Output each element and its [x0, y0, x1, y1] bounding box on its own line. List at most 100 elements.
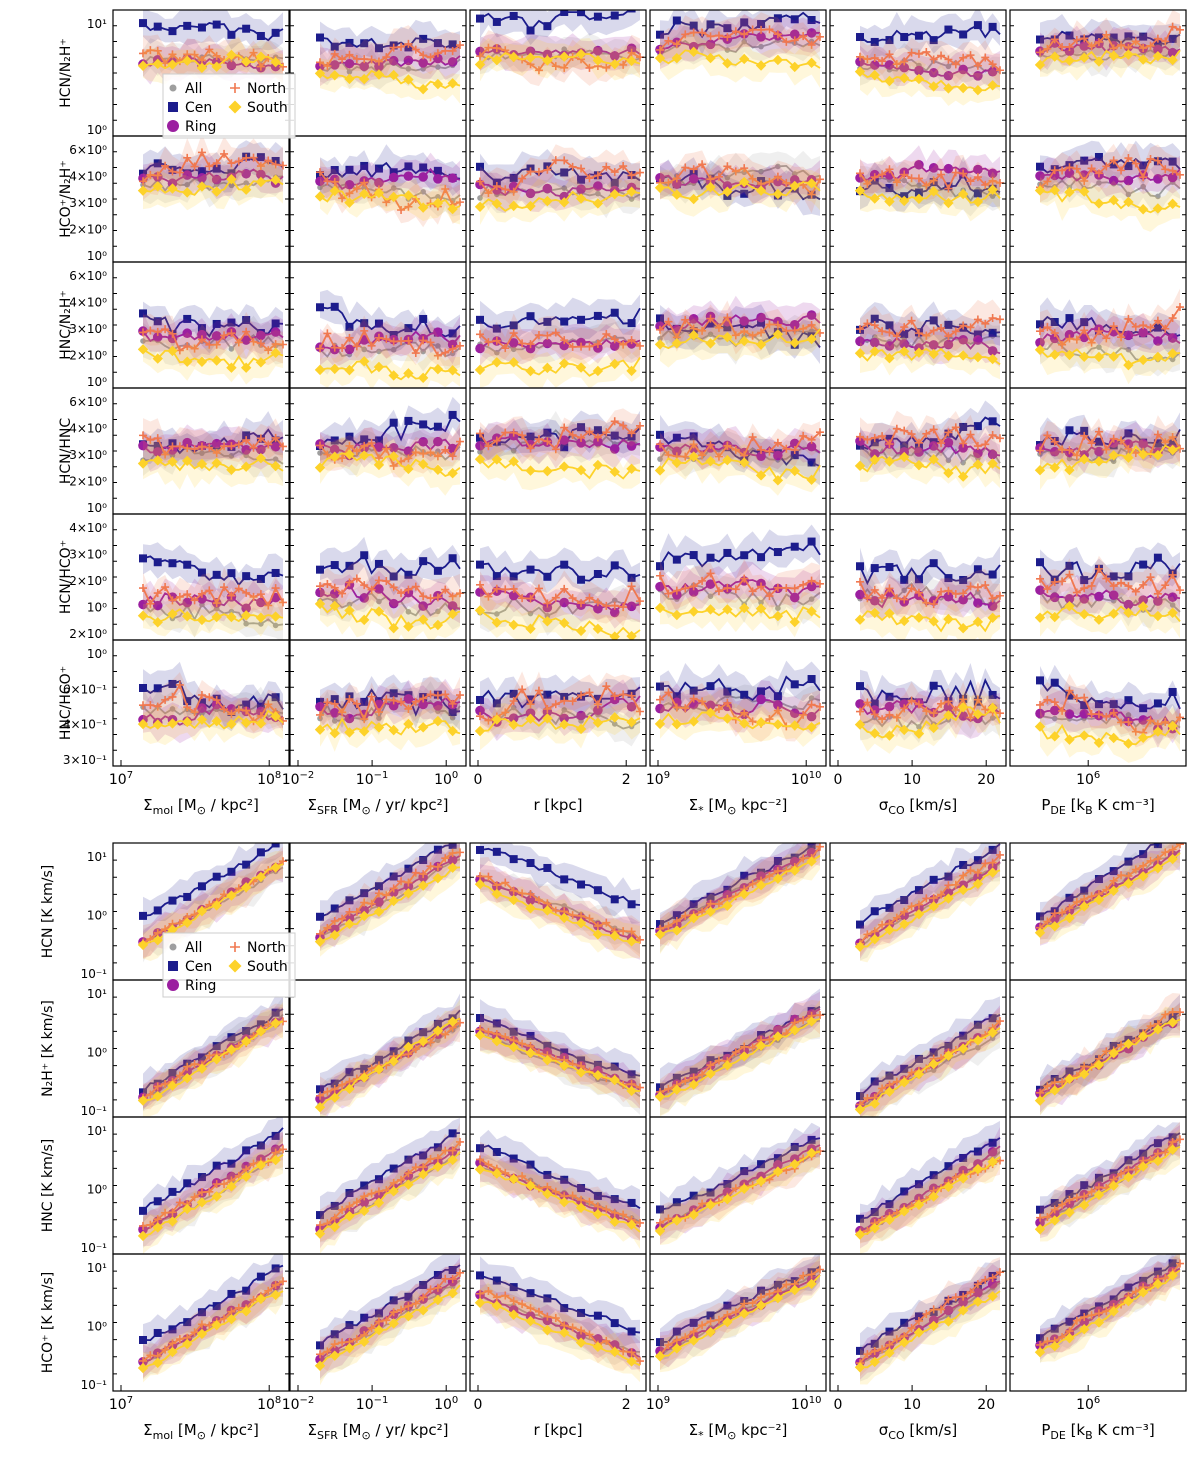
point-north — [448, 849, 457, 858]
point-cen — [914, 886, 923, 895]
point-ring — [525, 343, 536, 354]
point-north — [411, 45, 420, 54]
point-ring — [475, 587, 485, 597]
point-north — [577, 433, 586, 442]
point-north — [234, 584, 243, 593]
point-north — [748, 174, 757, 183]
point-north — [981, 319, 990, 328]
point-south — [152, 1222, 163, 1233]
point-north — [227, 329, 236, 338]
point-south — [671, 52, 683, 64]
point-north — [249, 592, 258, 601]
point-north — [389, 583, 398, 592]
point-north — [929, 176, 938, 185]
point-cen — [1168, 157, 1177, 166]
point-ring — [559, 713, 570, 724]
point-north — [1124, 154, 1133, 163]
point-north — [714, 1056, 723, 1065]
point-cen — [1094, 152, 1103, 161]
point-cen — [509, 855, 518, 864]
band-south — [320, 998, 460, 1117]
point-south — [1137, 732, 1149, 743]
point-ring — [211, 438, 222, 449]
point-north — [397, 877, 406, 886]
point-north — [996, 66, 1004, 75]
point-south — [1093, 1189, 1105, 1201]
band-ring — [660, 680, 820, 735]
point-north — [264, 1286, 273, 1295]
point-north — [197, 148, 206, 157]
point-north — [352, 184, 361, 193]
y-tick-label: 4×10⁰ — [69, 296, 107, 310]
band-ring — [480, 1013, 640, 1109]
point-cen — [929, 1048, 938, 1057]
point-north — [1176, 843, 1184, 849]
point-south — [1137, 871, 1149, 882]
point-ring — [403, 694, 414, 704]
point-south — [167, 1080, 178, 1091]
point-south — [739, 1183, 750, 1194]
point-cen — [870, 699, 879, 708]
y-axis-label: HNC/N₂H⁺ — [58, 290, 74, 360]
point-north — [234, 1303, 243, 1312]
point-north — [1094, 37, 1103, 46]
point-cen — [1094, 875, 1103, 884]
point-north — [885, 165, 894, 174]
point-cen — [389, 1296, 398, 1305]
point-cen — [1036, 35, 1044, 44]
point-north — [360, 1192, 369, 1201]
point-north — [551, 906, 560, 915]
point-south — [722, 1060, 733, 1071]
point-cen — [929, 875, 938, 884]
point-north — [433, 49, 442, 58]
point-south — [705, 1199, 716, 1211]
point-north — [1087, 439, 1096, 448]
point-cen — [1080, 1181, 1089, 1190]
point-cen — [242, 431, 251, 440]
point-ring — [593, 705, 603, 715]
point-north — [1124, 582, 1133, 591]
point-north — [175, 1335, 184, 1344]
point-cen — [560, 168, 569, 177]
point-south — [739, 335, 750, 347]
y-tick-label: 6×10⁰ — [69, 143, 107, 157]
point-cen — [627, 900, 636, 909]
point-cen — [807, 675, 816, 684]
band-south — [860, 171, 1000, 222]
point-north — [279, 598, 287, 607]
point-north — [146, 599, 155, 608]
panel-r0-c4 — [829, 9, 1007, 137]
band-north — [660, 421, 820, 473]
point-ring — [542, 183, 553, 194]
point-north — [484, 1160, 493, 1169]
band-north — [143, 136, 283, 201]
point-south — [255, 1026, 267, 1037]
point-north — [1058, 340, 1067, 349]
point-south — [432, 872, 444, 884]
point-cen — [212, 570, 221, 579]
point-cen — [973, 565, 982, 574]
point-north — [175, 592, 184, 601]
point-cen — [944, 574, 953, 583]
point-north — [404, 39, 413, 48]
point-cen — [656, 30, 664, 39]
point-ring — [182, 328, 193, 339]
point-north — [551, 62, 560, 71]
point-south — [388, 622, 399, 634]
point-south — [152, 617, 163, 628]
point-south — [359, 356, 370, 367]
point-cen — [476, 845, 484, 854]
point-north — [146, 326, 155, 335]
band-ring — [660, 561, 820, 614]
point-north — [973, 61, 982, 70]
point-cen — [316, 565, 324, 574]
point-north — [338, 194, 347, 203]
point-south — [913, 73, 925, 85]
panel-r3-c5 — [1009, 387, 1187, 515]
point-north — [1176, 1008, 1184, 1017]
point-north — [1161, 717, 1170, 726]
point-north — [706, 32, 715, 41]
point-south — [559, 617, 570, 629]
point-north — [585, 688, 594, 697]
point-north — [973, 695, 982, 704]
